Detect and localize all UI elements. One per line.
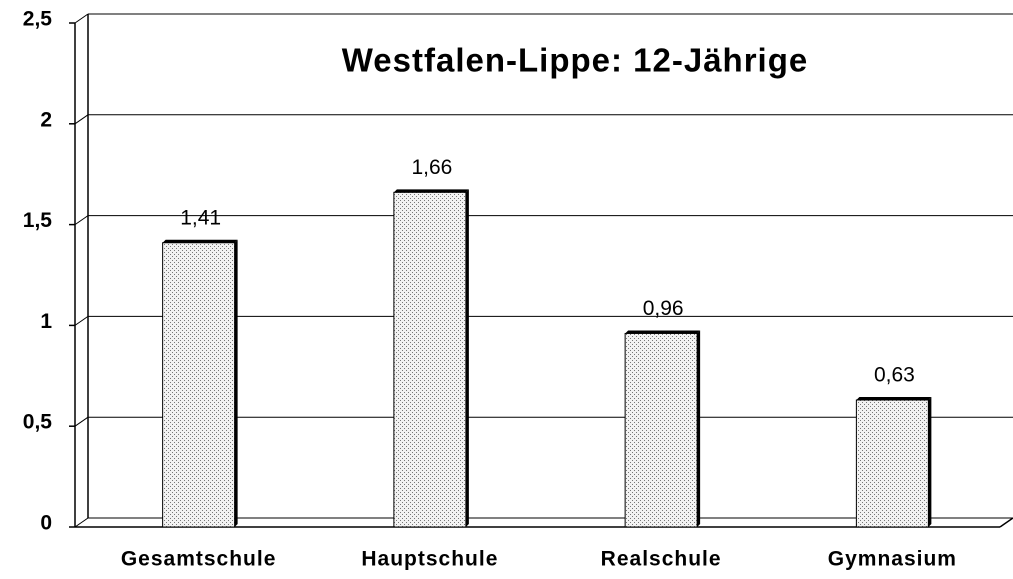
value-label: 1,41 [180,206,221,229]
y-tick-label: 2 [40,108,52,131]
grid-line-side [74,215,89,226]
grid-line-side [74,517,89,528]
y-tick-label: 0,5 [23,411,53,434]
bar [855,399,929,528]
grid-line-side [74,315,89,326]
value-label: 1,66 [411,156,452,179]
bar [393,191,467,528]
value-label: 0,63 [874,364,915,387]
grid-line-side [74,13,89,24]
bar-side [234,239,238,527]
grid-line-side [74,114,89,125]
x-tick-label: Realschule [601,548,722,571]
bar [624,332,698,528]
bar-top [393,189,469,193]
y-tick-label: 2,5 [23,8,53,31]
y-tick-label: 1 [40,310,52,333]
chart-title: Westfalen-Lippe: 12-Jährige [342,42,809,79]
bar-top [162,239,238,243]
x-tick-label: Gymnasium [828,548,957,571]
bar-top [856,396,932,400]
grid-line-side [74,416,89,427]
bar-side [928,396,932,527]
bar-top [625,330,701,334]
bar [162,242,236,528]
bar-side [697,330,701,527]
floor-right [999,517,1013,528]
value-label: 0,96 [643,297,684,320]
bar-side [465,189,469,527]
y-tick-label: 0 [40,512,52,535]
x-tick-label: Gesamtschule [121,548,277,571]
y-tick-label: 1,5 [23,209,53,232]
x-tick-label: Hauptschule [361,548,498,571]
